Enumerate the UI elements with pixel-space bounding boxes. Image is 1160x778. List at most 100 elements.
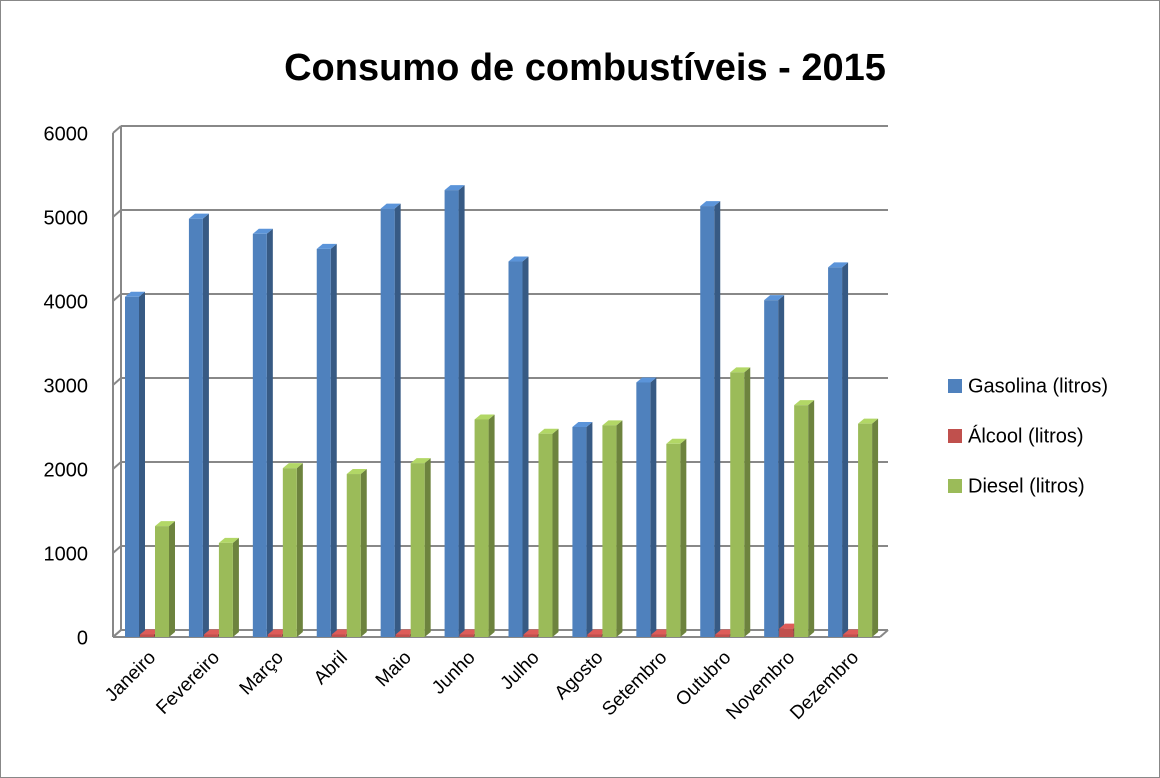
bar bbox=[155, 526, 169, 637]
bar bbox=[410, 463, 425, 637]
y-tick-label: 4000 bbox=[44, 291, 89, 313]
bar-top bbox=[794, 400, 815, 406]
bar-top bbox=[764, 295, 785, 301]
bar-top bbox=[666, 438, 687, 444]
bar-side bbox=[872, 418, 879, 637]
bar bbox=[203, 634, 218, 637]
legend-label: Gasolina (litros) bbox=[968, 375, 1108, 397]
bar-top bbox=[538, 428, 559, 434]
bar bbox=[587, 634, 602, 637]
bar bbox=[651, 634, 666, 637]
bar-top bbox=[444, 185, 465, 191]
bar-top bbox=[410, 458, 431, 464]
bar-top bbox=[700, 201, 721, 207]
bar bbox=[666, 443, 681, 637]
bar bbox=[316, 248, 331, 638]
bar-side bbox=[616, 420, 623, 637]
grid-line-side bbox=[112, 209, 122, 218]
bar-side bbox=[394, 203, 401, 637]
bar bbox=[252, 233, 267, 638]
bar-top bbox=[730, 367, 751, 373]
bar-top bbox=[188, 213, 209, 219]
bar-side bbox=[330, 243, 337, 638]
bar-top bbox=[474, 414, 495, 420]
bar bbox=[395, 634, 410, 637]
bar bbox=[715, 634, 730, 637]
bar-top bbox=[282, 463, 303, 469]
bar bbox=[602, 425, 617, 637]
grid-line-side bbox=[112, 461, 122, 470]
bar bbox=[125, 296, 139, 637]
y-tick-label: 5000 bbox=[44, 207, 89, 229]
bar-top bbox=[508, 256, 529, 262]
bar bbox=[331, 634, 346, 637]
bar-top bbox=[316, 243, 337, 249]
bar bbox=[523, 634, 538, 637]
bar-top bbox=[155, 521, 175, 527]
grid-line-side bbox=[112, 293, 122, 302]
y-tick-label: 0 bbox=[77, 627, 88, 649]
bar-top bbox=[125, 291, 145, 297]
y-tick-label: 6000 bbox=[44, 123, 89, 145]
grid-line-side bbox=[112, 125, 122, 134]
legend-swatch bbox=[948, 429, 962, 443]
bar-side bbox=[778, 295, 785, 637]
bar bbox=[346, 474, 361, 637]
bar-side bbox=[360, 469, 367, 637]
legend-label: Diesel (litros) bbox=[968, 475, 1085, 497]
bar-side bbox=[296, 463, 303, 637]
bar-side bbox=[586, 422, 593, 637]
bar bbox=[636, 382, 651, 637]
legend-label: Álcool (litros) bbox=[968, 424, 1084, 447]
bar-top bbox=[380, 203, 401, 209]
bar bbox=[730, 372, 745, 637]
bar bbox=[508, 261, 523, 637]
bar-side bbox=[552, 428, 559, 637]
bar bbox=[140, 634, 154, 637]
legend-swatch bbox=[948, 379, 962, 393]
bar bbox=[538, 433, 553, 637]
bar bbox=[700, 206, 715, 637]
grid-line-side bbox=[112, 629, 122, 638]
bar-side bbox=[842, 262, 849, 637]
bar bbox=[843, 634, 858, 637]
bar-side bbox=[808, 400, 815, 637]
bar-top bbox=[346, 469, 367, 475]
bar-side bbox=[266, 228, 273, 638]
y-tick-label: 2000 bbox=[44, 459, 89, 481]
bar-side bbox=[744, 367, 751, 637]
x-axis bbox=[879, 629, 889, 638]
bar-side bbox=[680, 438, 687, 637]
bar-side bbox=[650, 377, 657, 637]
bar-top bbox=[252, 228, 273, 234]
bar bbox=[218, 542, 233, 637]
bar-top bbox=[636, 377, 657, 383]
bar-top bbox=[218, 537, 239, 543]
y-tick-label: 3000 bbox=[44, 375, 89, 397]
bar bbox=[267, 634, 282, 637]
bar-side bbox=[458, 185, 465, 637]
bar-side bbox=[424, 458, 431, 637]
bar-top bbox=[858, 418, 879, 424]
bar bbox=[828, 267, 843, 637]
bar-side bbox=[169, 521, 175, 637]
bar-side bbox=[714, 201, 721, 637]
bar bbox=[572, 427, 587, 637]
bar bbox=[444, 190, 459, 637]
legend-swatch bbox=[948, 479, 962, 493]
bar bbox=[474, 419, 489, 637]
y-tick-label: 1000 bbox=[44, 543, 89, 565]
bar-top bbox=[602, 420, 623, 426]
bar bbox=[282, 468, 297, 637]
bar-top bbox=[572, 422, 593, 427]
bar-side bbox=[522, 256, 529, 637]
bar bbox=[794, 405, 809, 637]
bar bbox=[188, 218, 203, 637]
bar-side bbox=[488, 414, 495, 637]
bar-side bbox=[202, 213, 209, 637]
bar bbox=[764, 300, 779, 637]
chart-title: Consumo de combustíveis - 2015 bbox=[284, 47, 886, 89]
bar bbox=[380, 208, 395, 637]
bar bbox=[858, 423, 873, 637]
